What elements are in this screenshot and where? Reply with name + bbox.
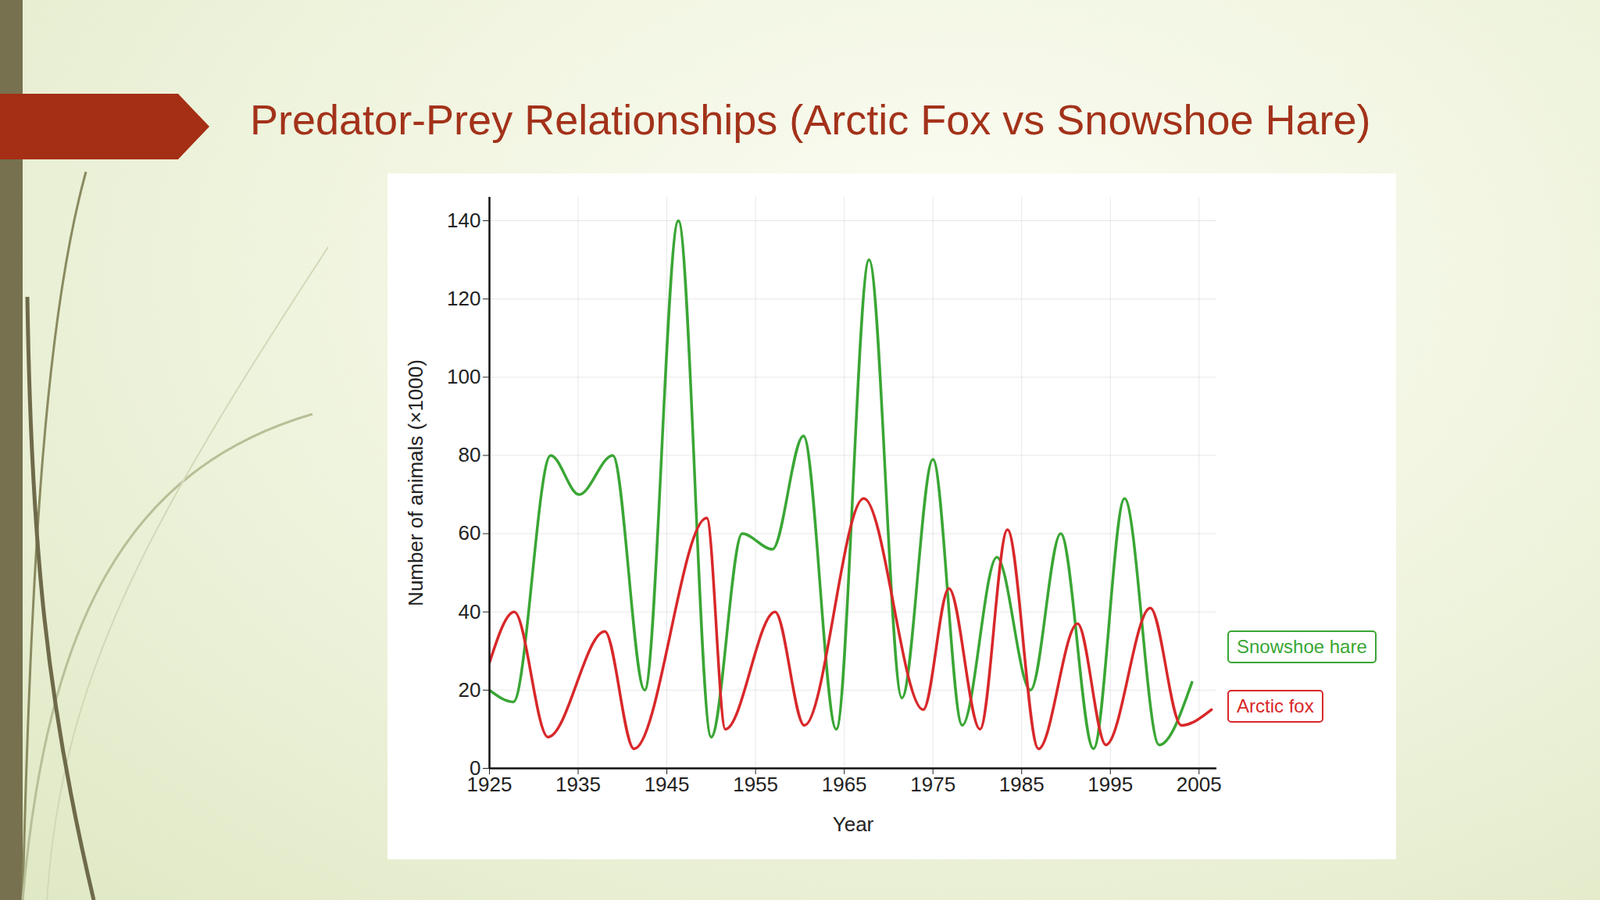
svg-text:1935: 1935	[555, 772, 601, 797]
svg-text:Number of animals (×1000): Number of animals (×1000)	[403, 359, 428, 607]
html-text:Snowshoe hare: Snowshoe hare	[1236, 635, 1368, 658]
svg-text:1975: 1975	[910, 772, 956, 797]
html-text:Arctic fox: Arctic fox	[1236, 695, 1314, 717]
svg-text:40: 40	[458, 600, 482, 624]
html-text:Predator-Prey Relationships (A: Predator-Prey Relationships (Arctic Fox …	[250, 96, 1371, 143]
svg-text:1945: 1945	[644, 772, 690, 797]
svg-text:0: 0	[469, 756, 481, 780]
svg-text:100: 100	[446, 364, 481, 389]
svg-text:Year: Year	[832, 812, 875, 836]
svg-text:2005: 2005	[1176, 772, 1222, 797]
svg-text:1925: 1925	[467, 772, 513, 797]
svg-text:20: 20	[458, 678, 482, 702]
svg-text:1955: 1955	[732, 772, 779, 797]
svg-text:120: 120	[446, 286, 481, 311]
svg-text:1965: 1965	[821, 772, 868, 797]
svg-text:1985: 1985	[999, 772, 1045, 797]
svg-text:60: 60	[458, 521, 482, 545]
svg-text:80: 80	[458, 442, 482, 467]
svg-text:140: 140	[446, 208, 481, 233]
svg-text:1995: 1995	[1087, 772, 1133, 797]
